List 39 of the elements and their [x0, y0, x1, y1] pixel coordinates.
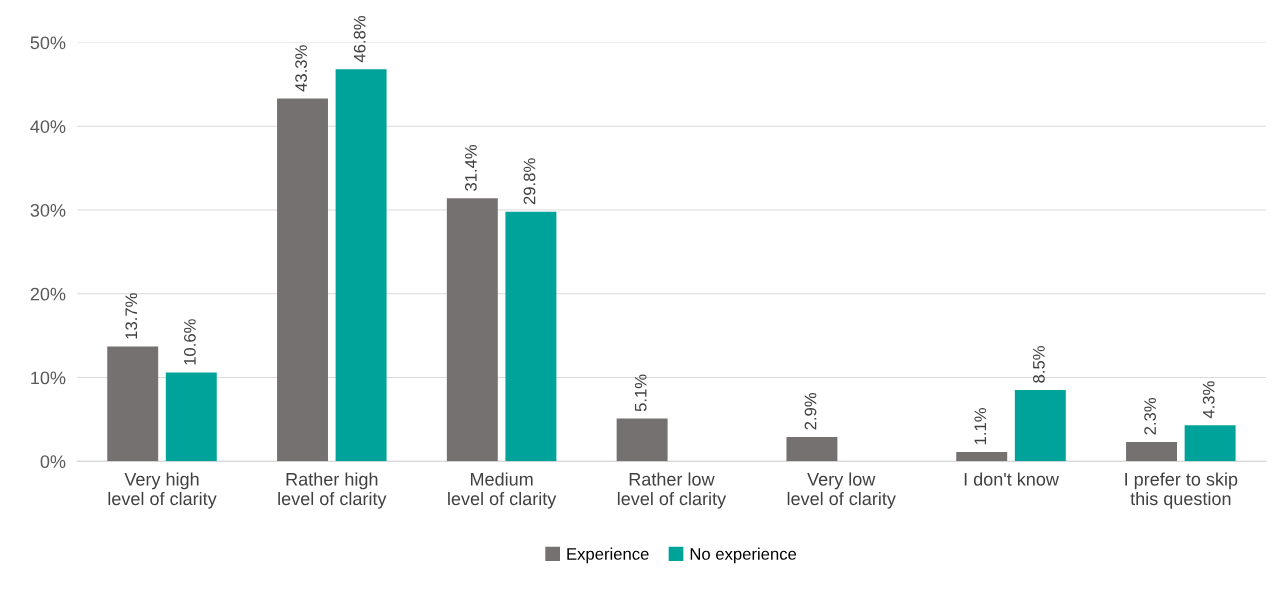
data-label: 13.7%	[125, 293, 138, 339]
data-label: 2.9%	[804, 392, 817, 430]
x-tick-label: Medium level of clarity	[448, 472, 557, 509]
y-tick-label: 20%	[30, 287, 66, 301]
bar	[107, 346, 159, 462]
data-label: 4.3%	[1202, 381, 1215, 419]
data-label: 43.3%	[295, 45, 307, 92]
bar	[616, 418, 668, 462]
y-tick-label: 0%	[40, 455, 66, 469]
data-label: 31.4%	[464, 144, 477, 191]
bar	[335, 69, 387, 462]
bar	[505, 211, 557, 462]
x-tick-label: Very high level of clarity	[108, 472, 217, 509]
y-tick-label: 50%	[30, 36, 66, 50]
bar	[956, 452, 1008, 462]
bar	[1126, 442, 1177, 462]
data-label: 1.1%	[974, 408, 987, 445]
x-tick-label: I prefer to skip this question	[1125, 472, 1238, 509]
x-tick-label: Rather high level of clarity	[278, 472, 387, 509]
y-tick-label: 40%	[30, 120, 66, 133]
bar	[277, 98, 328, 462]
data-label: 2.3%	[1144, 397, 1157, 435]
x-tick-label: I don't know	[964, 472, 1059, 486]
data-label: 46.8%	[353, 15, 366, 63]
data-label: 5.1%	[634, 374, 647, 412]
x-tick-label: Rather low level of clarity	[617, 472, 727, 509]
data-label: 8.5%	[1032, 346, 1045, 383]
bar	[446, 198, 498, 462]
x-tick-label: Very low level of clarity	[787, 472, 896, 509]
bar	[165, 372, 217, 462]
bar	[1184, 425, 1236, 462]
data-label: 29.8%	[523, 158, 536, 205]
legend-label: Experience	[567, 547, 649, 564]
y-tick-label: 30%	[30, 203, 66, 217]
bar	[786, 437, 838, 462]
data-label: 10.6%	[183, 319, 196, 365]
legend-label: No experience	[690, 547, 797, 564]
y-tick-label: 10%	[31, 371, 66, 385]
bar	[1014, 390, 1066, 462]
